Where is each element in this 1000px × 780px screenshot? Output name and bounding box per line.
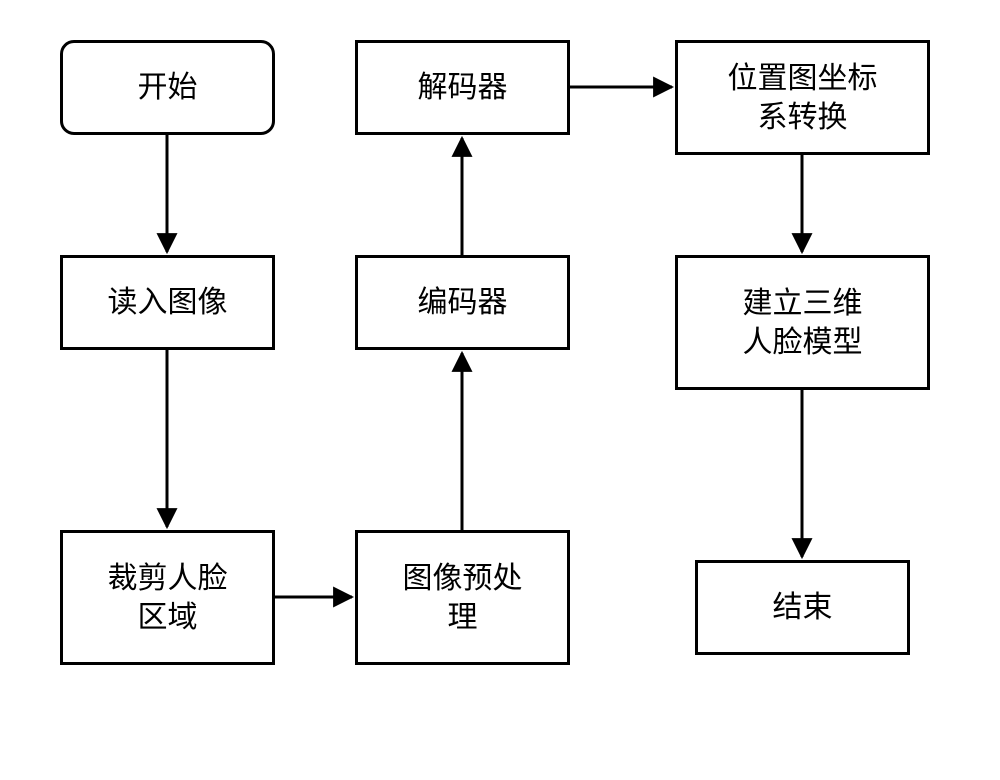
flow-node-posmap-transform: 位置图坐标系转换 [675,40,930,155]
node-label: 结束 [773,588,833,627]
node-label: 裁剪人脸区域 [108,559,228,637]
node-label: 建立三维人脸模型 [743,284,863,362]
node-label: 位置图坐标系转换 [728,59,878,137]
node-label: 开始 [138,68,198,107]
node-label: 读入图像 [108,283,228,322]
flow-node-decoder: 解码器 [355,40,570,135]
flow-node-read-image: 读入图像 [60,255,275,350]
flow-node-end: 结束 [695,560,910,655]
flow-node-preprocess: 图像预处理 [355,530,570,665]
flow-node-build-3d-model: 建立三维人脸模型 [675,255,930,390]
node-label: 图像预处理 [403,559,523,637]
node-label: 编码器 [418,283,508,322]
flow-node-crop-face: 裁剪人脸区域 [60,530,275,665]
flow-node-encoder: 编码器 [355,255,570,350]
flow-node-start: 开始 [60,40,275,135]
node-label: 解码器 [418,68,508,107]
